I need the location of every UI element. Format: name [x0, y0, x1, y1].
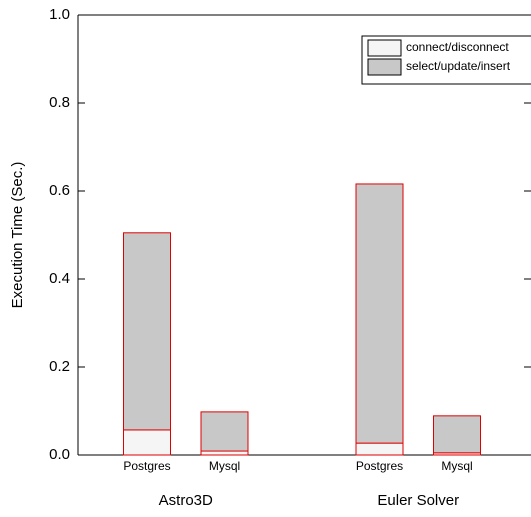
y-tick-label: 0.8	[49, 94, 70, 111]
bar-segment	[123, 232, 171, 431]
y-tick-label: 0.4	[49, 270, 70, 287]
x-tick-label: Postgres	[123, 459, 170, 473]
y-axis-label: Execution Time (Sec.)	[9, 162, 26, 309]
group-label: Astro3D	[159, 492, 213, 509]
bar-segment	[433, 415, 481, 454]
bar-segment	[200, 450, 249, 456]
group-label: Euler Solver	[377, 492, 459, 509]
legend-swatch	[367, 58, 402, 76]
bar-segment	[355, 442, 404, 456]
bar-segment	[200, 411, 249, 452]
bar-segment	[123, 429, 171, 456]
y-tick-label: 0.2	[49, 358, 70, 375]
y-tick-label: 0.0	[49, 446, 70, 463]
x-tick-label: Mysql	[441, 459, 472, 473]
x-tick-label: Postgres	[356, 459, 403, 473]
legend-label: select/update/insert	[406, 59, 511, 73]
legend-swatch	[367, 39, 402, 57]
bar-segment	[355, 183, 404, 444]
y-tick-label: 1.0	[49, 6, 70, 23]
legend-label: connect/disconnect	[406, 40, 509, 54]
x-tick-label: Mysql	[209, 459, 240, 473]
y-tick-label: 0.6	[49, 182, 70, 199]
